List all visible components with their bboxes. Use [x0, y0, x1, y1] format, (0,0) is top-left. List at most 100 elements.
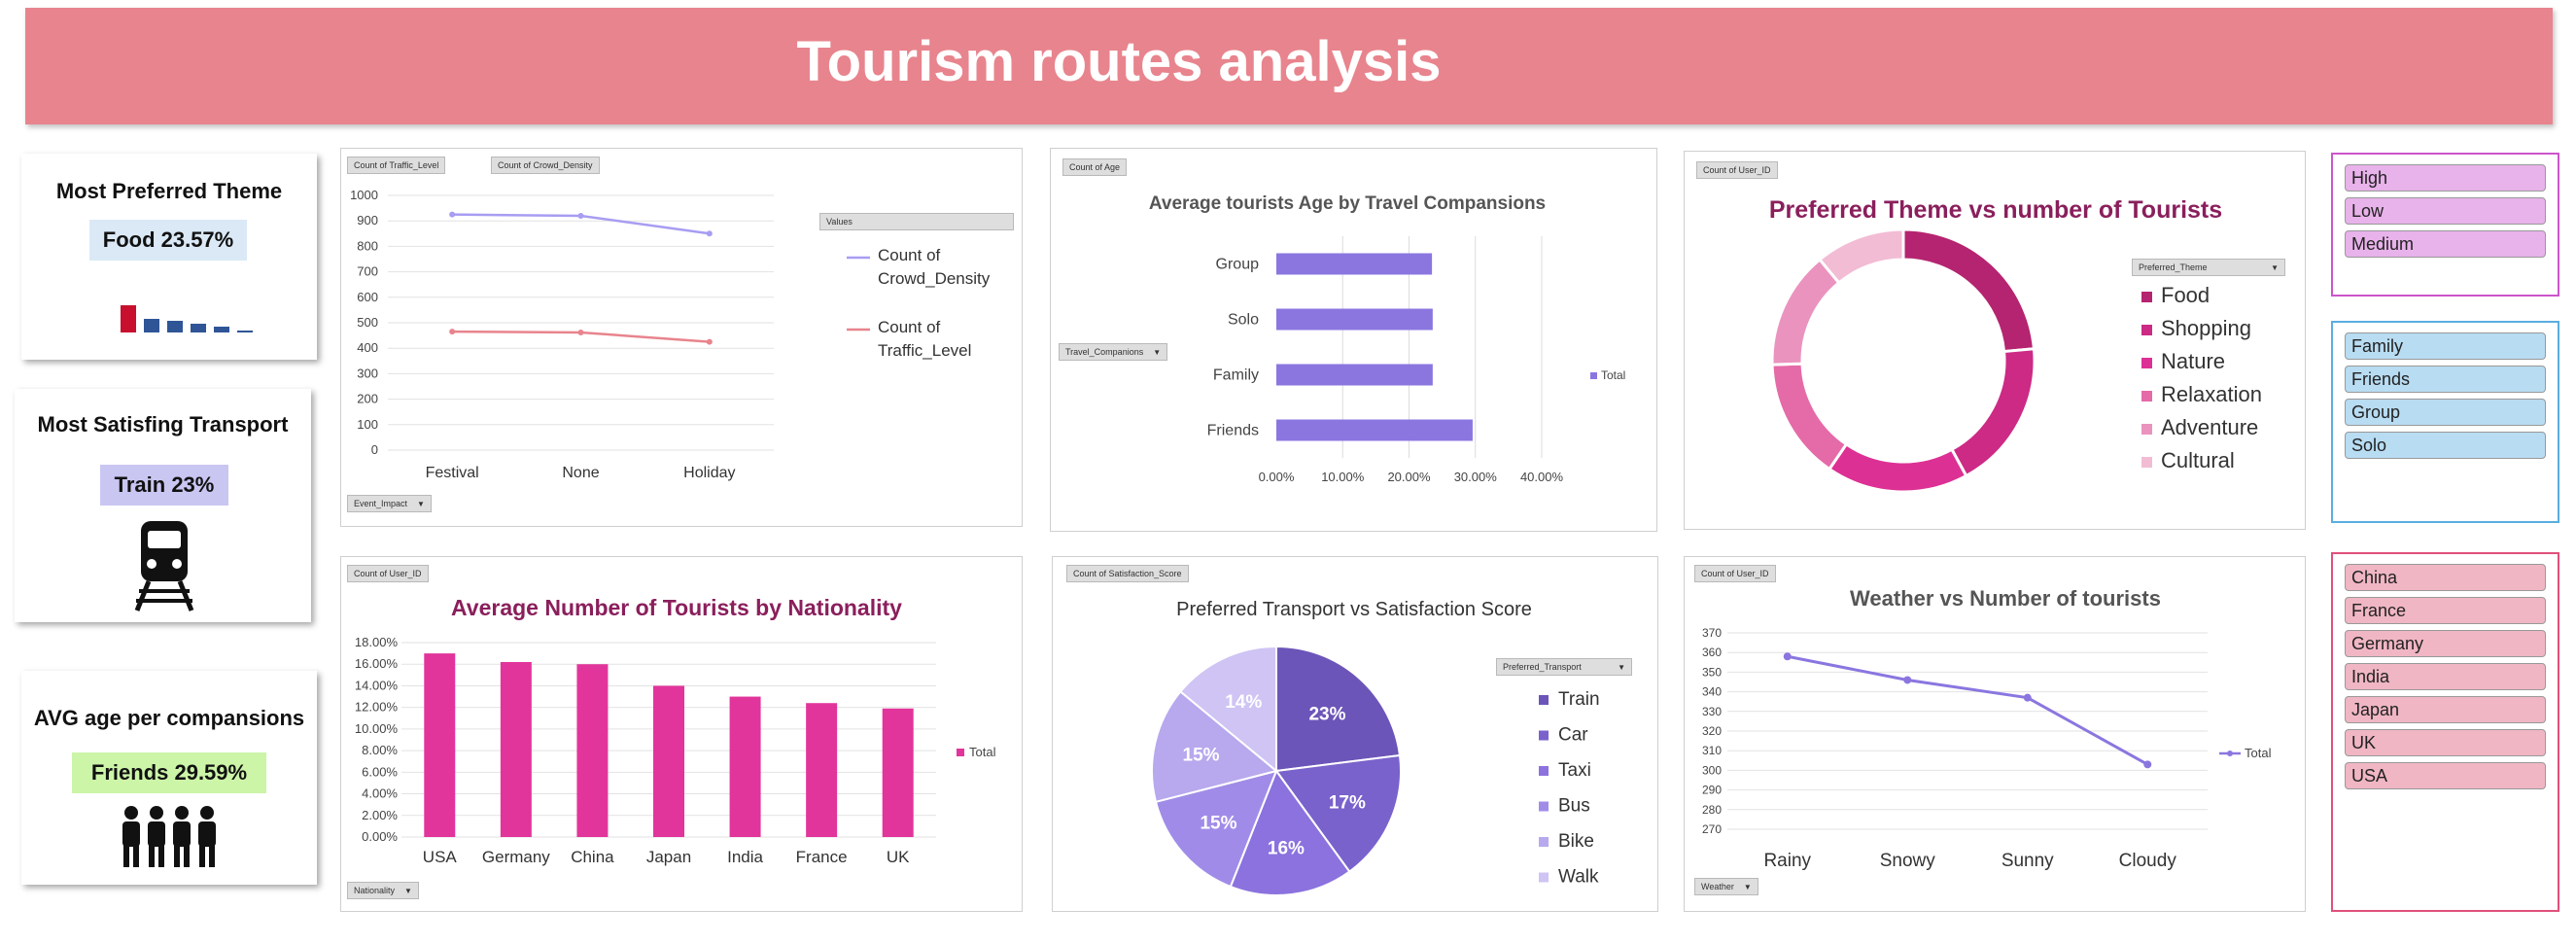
data-point	[577, 212, 584, 219]
y-tick-label: 330	[1702, 705, 1722, 718]
slicer-item-china[interactable]: China	[2345, 564, 2546, 591]
preferred-transport-filter-button[interactable]: Preferred_Transport ▼	[1496, 658, 1632, 676]
y-tick-label: 320	[1702, 724, 1722, 738]
bar	[500, 662, 532, 837]
y-tick-label: 310	[1702, 744, 1722, 757]
legend-swatch	[2141, 391, 2152, 402]
y-tick-label: 270	[1702, 822, 1722, 836]
donut-slice	[1949, 347, 2036, 478]
slicer-item-solo[interactable]: Solo	[2345, 432, 2546, 459]
weather-chart-panel: Count of User_ID Weather ▼ Weather vs Num…	[1684, 556, 2306, 912]
series-line	[1787, 654, 2148, 766]
chart-title: Weather vs Number of tourists	[1850, 586, 2161, 611]
data-label: 23%	[1308, 704, 1345, 724]
y-tick-label: 6.00%	[362, 764, 398, 779]
legend-swatch	[957, 749, 964, 756]
y-tick-label: 12.00%	[355, 700, 399, 715]
kpi-value: Food 23.57%	[89, 220, 247, 261]
data-label: 14%	[1225, 692, 1262, 713]
slicer-item-uk[interactable]: UK	[2345, 729, 2546, 756]
slicer-item-japan[interactable]: Japan	[2345, 696, 2546, 723]
x-tick-label: Snowy	[1880, 851, 1936, 871]
slicer-item-high[interactable]: High	[2345, 164, 2546, 192]
field-button[interactable]: Count of User_ID	[1696, 161, 1778, 179]
bar	[1276, 308, 1433, 331]
theme-donut-chart-panel: Count of User_ID Preferred_Theme ▼ Prefer…	[1684, 151, 2306, 530]
data-point	[2143, 760, 2152, 769]
y-tick-label: 18.00%	[355, 635, 399, 649]
donut-slice	[1770, 257, 1841, 367]
nationality-bar-chart: Average Number of Tourists by Nationalit…	[355, 595, 996, 866]
y-tick-label: 2.00%	[362, 808, 398, 822]
legend-label: Car	[1558, 725, 1588, 746]
y-tick-label: 900	[357, 213, 378, 227]
data-point	[1903, 676, 1912, 684]
slicer-item-india[interactable]: India	[2345, 663, 2546, 690]
y-tick-label: Family	[1213, 367, 1259, 384]
field-button[interactable]: Count of Satisfaction_Score	[1066, 565, 1189, 582]
legend-swatch	[1539, 766, 1549, 776]
group-people-icon	[122, 806, 216, 867]
y-tick-label: 370	[1702, 626, 1722, 640]
y-tick-label: 700	[357, 264, 378, 279]
travel-companions-filter-button[interactable]: Travel_Companions ▼	[1059, 343, 1168, 361]
legend-label: Crowd_Density	[878, 269, 991, 288]
field-button[interactable]: Count of Traffic_Level	[347, 157, 446, 174]
y-tick-label: 100	[357, 417, 378, 432]
slicer-item-family[interactable]: Family	[2345, 332, 2546, 360]
y-tick-label: 0	[371, 442, 378, 457]
crowd-traffic-line-chart: 0 100 200 300 400 500 600 700 800 900 1000 Festival…	[350, 188, 991, 481]
y-tick-label: 0.00%	[362, 829, 398, 844]
slicer-item-friends[interactable]: Friends	[2345, 366, 2546, 393]
y-tick-label: 500	[357, 315, 378, 330]
slicer-item-medium[interactable]: Medium	[2345, 230, 2546, 258]
donut-slice	[1817, 227, 1905, 285]
slicer-item-low[interactable]: Low	[2345, 197, 2546, 225]
weather-filter-button[interactable]: Weather ▼	[1694, 878, 1758, 895]
preferred-theme-filter-button[interactable]: Preferred_Theme ▼	[2132, 259, 2285, 276]
bar	[1276, 253, 1433, 275]
y-tick-label: 800	[357, 238, 378, 253]
y-tick-label: Solo	[1228, 312, 1259, 329]
legend-label: Traffic_Level	[878, 341, 971, 360]
y-tick-label: 200	[357, 392, 378, 406]
y-tick-label: 600	[357, 290, 378, 304]
y-tick-label: 10.00%	[355, 721, 399, 736]
legend-label: Cultural	[2161, 448, 2235, 472]
bar-mini-icon	[121, 305, 253, 332]
legend-swatch	[1539, 695, 1549, 705]
legend-label: Adventure	[2161, 415, 2258, 439]
field-button[interactable]: Count of Age	[1062, 158, 1128, 176]
y-tick-label: 1000	[350, 188, 378, 202]
event-impact-filter-button[interactable]: Event_Impact ▼	[347, 495, 432, 512]
bar	[806, 703, 838, 837]
donut-slice	[1901, 227, 2036, 354]
data-label: 15%	[1183, 746, 1220, 766]
nationality-slicer: China France Germany India Japan UK USA	[2331, 552, 2559, 912]
slicer-item-france[interactable]: France	[2345, 597, 2546, 624]
field-button[interactable]: Count of User_ID	[1694, 565, 1776, 582]
chart-title: Average tourists Age by Travel Compansio…	[1149, 193, 1546, 214]
x-tick-label: 20.00%	[1387, 470, 1431, 484]
slicer-item-usa[interactable]: USA	[2345, 762, 2546, 789]
field-button[interactable]: Count of Crowd_Density	[491, 157, 600, 174]
y-tick-label: 400	[357, 340, 378, 355]
chart-title: Preferred Transport vs Satisfaction Scor…	[1176, 599, 1532, 620]
train-icon	[134, 521, 194, 611]
legend-swatch	[1590, 372, 1597, 379]
legend-label: Food	[2161, 283, 2210, 307]
legend-swatch	[2141, 358, 2152, 368]
slicer-item-group[interactable]: Group	[2345, 399, 2546, 426]
y-tick-label: Group	[1216, 257, 1260, 273]
nationality-filter-button[interactable]: Nationality ▼	[347, 882, 419, 899]
slicer-item-germany[interactable]: Germany	[2345, 630, 2546, 657]
bar	[424, 653, 456, 837]
legend-swatch	[1539, 730, 1549, 741]
legend-label: Shopping	[2161, 316, 2251, 340]
y-tick-label: 300	[1702, 763, 1722, 777]
data-point	[706, 338, 713, 345]
y-tick-label: 16.00%	[355, 656, 399, 671]
x-tick-label: Japan	[646, 848, 691, 866]
legend-swatch	[2227, 751, 2233, 756]
field-button[interactable]: Count of User_ID	[347, 565, 429, 582]
